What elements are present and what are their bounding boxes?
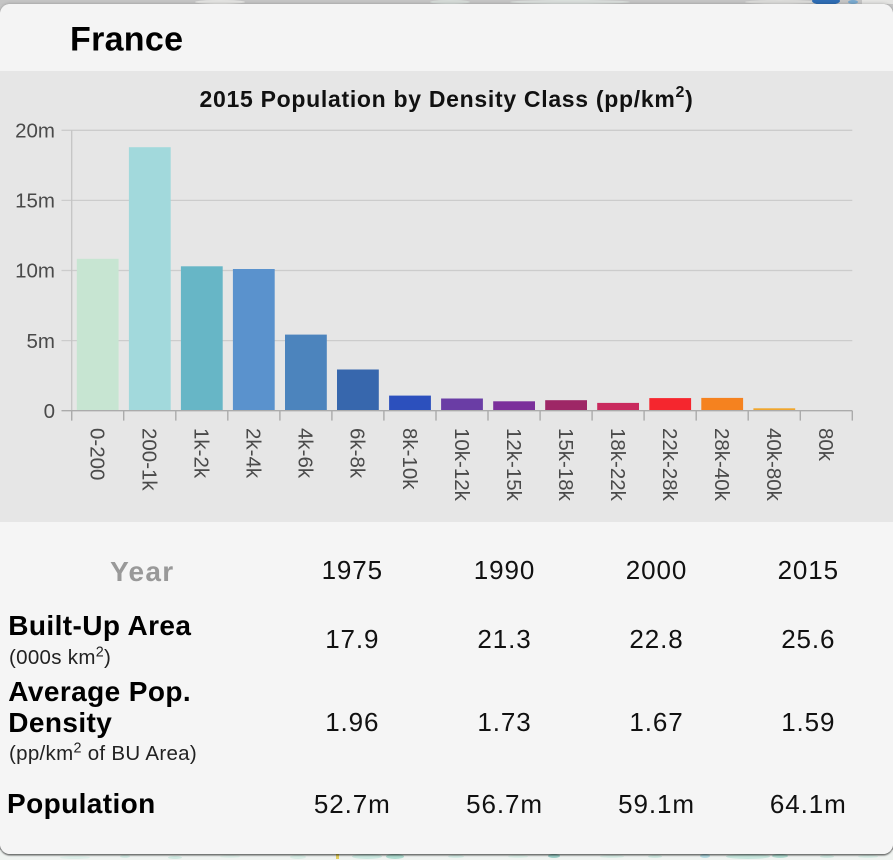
svg-text:8k-10k: 8k-10k [398, 428, 421, 490]
svg-text:6k-8k: 6k-8k [346, 428, 369, 479]
svg-text:10m: 10m [15, 260, 55, 283]
svg-text:28k-40k: 28k-40k [710, 428, 733, 502]
svg-text:5m: 5m [27, 330, 55, 353]
svg-text:1k-2k: 1k-2k [190, 428, 213, 479]
svg-text:2015 Population by Density Cla: 2015 Population by Density Class (pp/km2… [200, 84, 694, 112]
svg-text:15m: 15m [15, 190, 55, 213]
svg-text:15k-18k: 15k-18k [554, 428, 577, 502]
svg-text:0: 0 [44, 400, 55, 423]
svg-text:2k-4k: 2k-4k [242, 428, 265, 479]
svg-text:22k-28k: 22k-28k [658, 428, 681, 502]
svg-text:20m: 20m [15, 120, 55, 143]
svg-text:4k-6k: 4k-6k [294, 428, 317, 479]
svg-text:18k-22k: 18k-22k [606, 428, 629, 502]
svg-text:10k-12k: 10k-12k [450, 428, 473, 502]
svg-text:40k-80k: 40k-80k [762, 428, 785, 502]
svg-text:12k-15k: 12k-15k [502, 428, 525, 502]
svg-text:80k: 80k [814, 428, 837, 462]
svg-text:200-1k: 200-1k [138, 428, 161, 491]
svg-text:0-200: 0-200 [86, 428, 109, 480]
